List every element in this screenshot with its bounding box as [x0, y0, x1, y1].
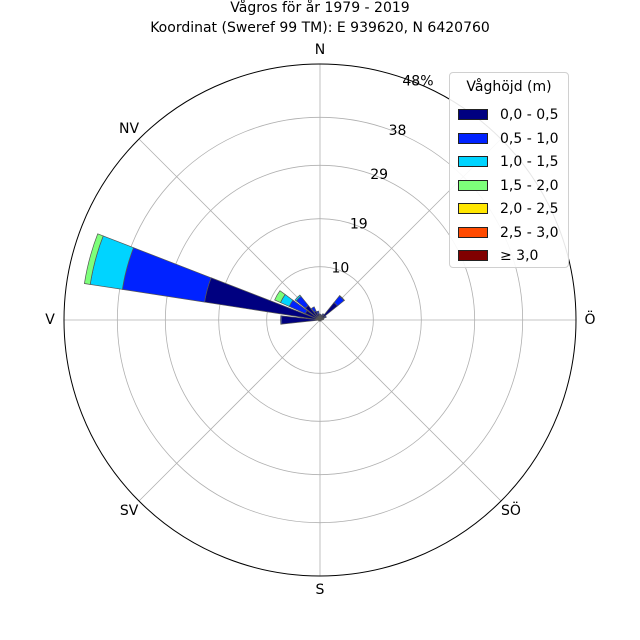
- chart-title: Vågros för år 1979 - 2019: [230, 0, 410, 16]
- grid-spoke: [319, 319, 502, 502]
- radial-tick-label: 10: [331, 261, 349, 277]
- legend-swatch: [458, 226, 488, 238]
- grid-spoke: [138, 138, 321, 321]
- direction-label: Ö: [584, 310, 595, 328]
- legend-label: 0,5 - 1,0: [500, 130, 559, 147]
- sector-bar: [280, 315, 283, 325]
- direction-label: NV: [119, 121, 139, 137]
- sector-bar: [323, 315, 327, 319]
- sector-bar: [338, 294, 346, 302]
- legend-swatch: [458, 179, 488, 191]
- legend-swatch: [458, 109, 488, 120]
- legend-swatch: [458, 156, 488, 167]
- legend-label: ≥ 3,0: [500, 248, 539, 264]
- sector-bar: [318, 313, 322, 317]
- radial-tick-label: 38: [389, 123, 407, 139]
- radial-tick-label: 19: [350, 216, 368, 232]
- legend-label: 2,0 - 2,5: [500, 201, 559, 217]
- sector-bar: [294, 294, 302, 302]
- sector-bar: [319, 302, 338, 321]
- radial-tick-label: 48%: [402, 73, 433, 89]
- grid-spoke: [138, 319, 321, 502]
- chart-subtitle: Koordinat (Sweref 99 TM): E 939620, N 64…: [150, 20, 490, 36]
- sector-bar: [322, 318, 325, 320]
- legend-swatch: [458, 250, 488, 261]
- radial-tick-label: 29: [370, 167, 388, 183]
- sector-bar: [274, 290, 286, 304]
- legend-label: 1,0 - 1,5: [500, 154, 559, 170]
- axis-labels: N NV V SV S SÖ Ö 10 19 29 38 48%: [45, 42, 595, 598]
- legend-title: Våghöjd (m): [466, 79, 552, 95]
- sector-bar: [311, 306, 317, 313]
- polar-grid: [63, 63, 577, 577]
- outer-frame: [63, 63, 577, 577]
- sector-bar: [121, 247, 212, 303]
- legend-label: 2,5 - 3,0: [500, 224, 559, 241]
- direction-label: SÖ: [501, 501, 521, 519]
- legend-swatch: [458, 132, 488, 144]
- sector-bar: [84, 233, 104, 285]
- legend-label: 1,5 - 2,0: [500, 177, 559, 194]
- direction-label: V: [45, 312, 55, 328]
- direction-label: S: [316, 582, 325, 598]
- legend: Våghöjd (m) 0,0 - 0,5 0,5 - 1,0 1,0 - 1,5 1…: [449, 72, 569, 268]
- sector-bar: [316, 310, 320, 315]
- legend-label: 0,0 - 0,5: [500, 107, 559, 123]
- direction-label: N: [315, 42, 325, 58]
- legend-swatch: [458, 203, 488, 214]
- wind-rose-sectors: [84, 233, 346, 325]
- direction-label: SV: [120, 503, 139, 519]
